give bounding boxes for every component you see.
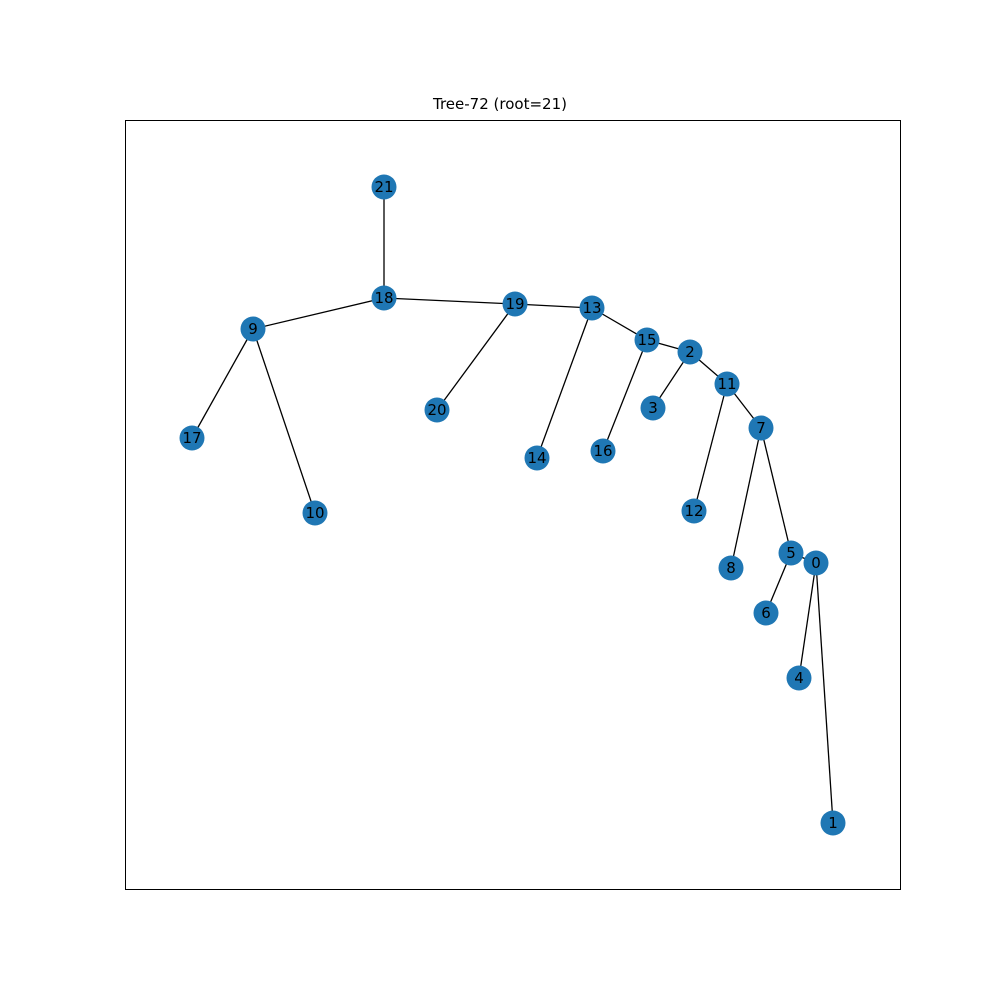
node-circle xyxy=(718,555,744,581)
node-label: 13 xyxy=(582,299,601,317)
node-0: 0 xyxy=(803,550,829,576)
node-3: 3 xyxy=(640,395,666,421)
node-7: 7 xyxy=(748,415,774,441)
edge-18-19 xyxy=(383,297,516,305)
edge-18-9 xyxy=(252,297,385,330)
edge-7-8 xyxy=(730,427,762,569)
edge-19-20 xyxy=(436,303,516,411)
node-circle xyxy=(786,665,812,691)
node-21: 21 xyxy=(371,174,397,200)
node-label: 15 xyxy=(637,331,656,349)
node-label: 5 xyxy=(786,544,796,562)
node-1: 1 xyxy=(820,810,846,836)
edge-15-16 xyxy=(602,339,648,452)
node-label: 2 xyxy=(685,343,695,361)
node-circle xyxy=(677,339,703,365)
edges-layer xyxy=(191,187,834,824)
node-label: 17 xyxy=(182,429,201,447)
edge-7-5 xyxy=(760,427,792,554)
node-18: 18 xyxy=(371,285,397,311)
node-label: 9 xyxy=(248,320,258,338)
node-circle xyxy=(524,445,550,471)
edge-9-10 xyxy=(252,328,316,514)
node-circle xyxy=(579,295,605,321)
node-label: 0 xyxy=(811,554,821,572)
node-17: 17 xyxy=(179,425,205,451)
node-5: 5 xyxy=(778,540,804,566)
node-label: 4 xyxy=(794,669,804,687)
node-label: 20 xyxy=(427,401,446,419)
node-circle xyxy=(820,810,846,836)
node-label: 6 xyxy=(761,604,771,622)
node-circle xyxy=(424,397,450,423)
chart-title: Tree-72 (root=21) xyxy=(433,95,567,113)
node-circle xyxy=(714,371,740,397)
node-circle xyxy=(753,600,779,626)
node-label: 8 xyxy=(726,559,736,577)
node-6: 6 xyxy=(753,600,779,626)
edge-9-17 xyxy=(191,328,254,439)
node-15: 15 xyxy=(634,327,660,353)
node-label: 16 xyxy=(593,442,612,460)
node-circle xyxy=(302,500,328,526)
node-14: 14 xyxy=(524,445,550,471)
node-11: 11 xyxy=(714,371,740,397)
edge-11-12 xyxy=(693,383,728,512)
node-circle xyxy=(778,540,804,566)
node-label: 12 xyxy=(684,502,703,520)
node-circle xyxy=(634,327,660,353)
node-8: 8 xyxy=(718,555,744,581)
node-circle xyxy=(371,285,397,311)
node-2: 2 xyxy=(677,339,703,365)
edge-0-1 xyxy=(815,562,834,824)
node-12: 12 xyxy=(681,498,707,524)
node-9: 9 xyxy=(240,316,266,342)
node-circle xyxy=(640,395,666,421)
node-10: 10 xyxy=(302,500,328,526)
node-circle xyxy=(502,291,528,317)
plot-frame xyxy=(125,120,901,890)
node-16: 16 xyxy=(590,438,616,464)
node-4: 4 xyxy=(786,665,812,691)
node-label: 14 xyxy=(527,449,546,467)
node-circle xyxy=(590,438,616,464)
node-label: 18 xyxy=(374,289,393,307)
node-circle xyxy=(179,425,205,451)
node-circle xyxy=(240,316,266,342)
node-label: 7 xyxy=(756,419,766,437)
node-label: 11 xyxy=(717,375,736,393)
node-circle xyxy=(371,174,397,200)
node-label: 3 xyxy=(648,399,658,417)
edge-19-13 xyxy=(514,303,593,309)
edge-13-14 xyxy=(536,307,593,459)
edge-0-4 xyxy=(798,562,817,679)
node-19: 19 xyxy=(502,291,528,317)
node-circle xyxy=(748,415,774,441)
node-20: 20 xyxy=(424,397,450,423)
node-circle xyxy=(681,498,707,524)
node-label: 1 xyxy=(828,814,838,832)
node-circle xyxy=(803,550,829,576)
node-label: 21 xyxy=(374,178,393,196)
node-label: 10 xyxy=(305,504,324,522)
node-label: 19 xyxy=(505,295,524,313)
node-13: 13 xyxy=(579,295,605,321)
